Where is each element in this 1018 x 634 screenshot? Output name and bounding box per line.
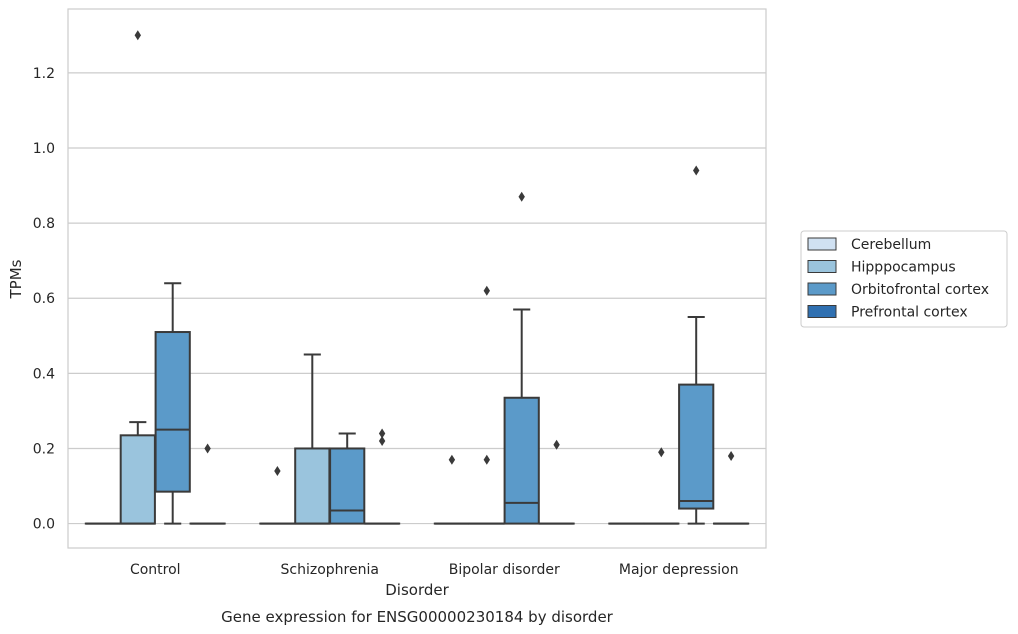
y-tick-label: 0.2	[33, 441, 55, 457]
y-tick-label: 0.6	[33, 291, 55, 307]
legend-swatch	[807, 282, 837, 296]
box-body	[678, 383, 715, 510]
outlier-point	[448, 454, 456, 465]
y-tick-label: 0.0	[33, 517, 55, 533]
box-body	[503, 396, 540, 525]
legend: Cerebellum Hipppocampus Orbitofrontal cort…	[800, 230, 1008, 328]
box-1-0	[259, 466, 296, 525]
outlier-point	[204, 443, 211, 454]
outlier-point	[518, 191, 525, 202]
outlier-point	[378, 435, 386, 446]
outlier-point	[378, 428, 386, 439]
legend-swatch	[807, 237, 837, 251]
box-body	[329, 447, 366, 525]
x-axis-label: Disorder	[385, 581, 449, 599]
box-3-2	[678, 165, 715, 525]
outlier-point	[483, 285, 490, 296]
legend-swatch	[807, 305, 837, 318]
box-2-3	[538, 439, 575, 525]
legend-frame	[800, 230, 1008, 328]
box-1-3	[363, 428, 401, 525]
box-body	[119, 434, 156, 525]
legend-label: Orbitofrontal cortex	[851, 282, 989, 298]
legend-label: Cerebellum	[851, 237, 931, 253]
y-tick-label: 0.8	[33, 216, 55, 232]
legend-label: Prefrontal cortex	[851, 305, 968, 321]
box-3-3	[712, 450, 750, 525]
y-tick-label: 1.0	[33, 141, 55, 157]
outlier-point	[658, 447, 665, 458]
box-body	[154, 331, 191, 493]
box-2-2	[503, 191, 540, 525]
legend-swatch	[807, 260, 837, 273]
plot-frame	[67, 8, 767, 549]
y-axis-ticks: 0.0 0.2 0.4 0.6 0.8 1.0 1.2	[33, 66, 55, 533]
box-0-2	[154, 282, 191, 525]
outlier-point	[727, 450, 735, 461]
box-1-2	[329, 432, 366, 525]
outlier-point	[483, 454, 490, 465]
box-body	[294, 447, 331, 525]
box-0-1	[119, 30, 156, 525]
outlier-point	[274, 466, 281, 476]
y-tick-label: 0.4	[33, 366, 55, 382]
x-axis-ticks: Control Schizophrenia Bipolar disorder Majo…	[130, 562, 739, 578]
y-axis-label: TPMs	[7, 259, 25, 299]
x-tick-label: Bipolar disorder	[449, 562, 560, 578]
outlier-point	[693, 165, 700, 176]
box-0-3	[189, 443, 226, 525]
outlier-point	[134, 30, 141, 41]
box-3-1	[643, 447, 680, 525]
outlier-point	[553, 439, 560, 450]
box-2-0	[433, 454, 471, 525]
box-1-1	[294, 353, 331, 525]
box-2-1	[468, 285, 505, 525]
box-plots	[84, 30, 750, 525]
x-tick-label: Control	[130, 562, 181, 578]
x-tick-label: Schizophrenia	[281, 562, 379, 578]
chart-caption: Gene expression for ENSG00000230184 by d…	[221, 608, 614, 626]
legend-label: Hipppocampus	[851, 260, 956, 276]
y-tick-label: 1.2	[33, 66, 55, 82]
x-tick-label: Major depression	[619, 562, 739, 578]
